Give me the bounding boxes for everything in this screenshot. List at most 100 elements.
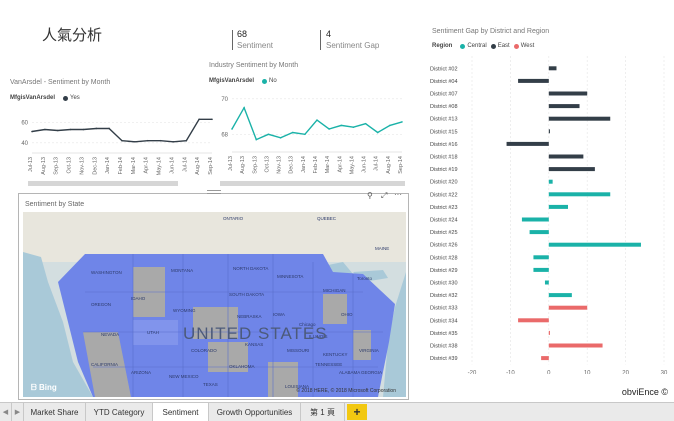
x-tick-label: 30 [661, 370, 668, 374]
map-place-label: ALABAMA [339, 370, 361, 375]
x-tick-label: Nov-13 [79, 157, 85, 175]
map-place-label: LOUISIANA [285, 384, 310, 389]
legend-dot-icon [262, 78, 268, 84]
pin-icon[interactable]: ⚲ [367, 191, 373, 200]
report-title: 人氣分析 [42, 26, 103, 44]
y-tick-label: 68 [221, 132, 228, 138]
tab-sentiment[interactable]: Sentiment [153, 403, 209, 421]
tab-prev-button[interactable]: ◀ [0, 403, 12, 421]
more-options-icon[interactable]: ··· [394, 190, 402, 199]
bar-central [548, 179, 553, 184]
bar-east [518, 78, 549, 83]
map-place-label: KANSAS [245, 342, 264, 347]
map-title: Sentiment by State [25, 201, 85, 208]
map-place-label: KENTUCKY [323, 352, 348, 357]
legend-dot-icon [63, 95, 69, 101]
map-place-label: OHIO [341, 312, 353, 317]
map-place-label: TENNESSEE [315, 362, 343, 367]
data-point [159, 139, 162, 142]
data-point [267, 133, 270, 136]
category-label: District #04 [430, 79, 458, 85]
industry-scrollbar[interactable] [220, 181, 405, 186]
bar-central [548, 192, 611, 197]
map-place-label: MINNESOTA [277, 274, 304, 279]
map-place-label: IDAHO [131, 296, 146, 301]
map-place-label: CALIFORNIA [91, 362, 119, 367]
legend-title: MfgisVanArsdel [209, 78, 255, 84]
y-tick-label: 60 [21, 120, 28, 126]
focus-mode-icon[interactable]: ⤢ [381, 191, 388, 200]
x-tick-label: 0 [547, 370, 551, 374]
add-page-button[interactable]: + [347, 404, 367, 420]
bar-west [548, 305, 588, 310]
bar-east [548, 91, 588, 96]
tab-ytd-category[interactable]: YTD Category [86, 403, 153, 421]
data-point [401, 121, 403, 123]
page-tabs: ◀ ▶ Market Share YTD Category Sentiment … [0, 402, 674, 421]
tab-page-1[interactable]: 第 1 頁 [301, 403, 345, 421]
category-label: District #35 [430, 331, 458, 337]
data-point [291, 131, 294, 134]
map-visual[interactable]: Sentiment by State ⚲ ⤢ ··· [18, 190, 409, 400]
data-point [340, 124, 343, 127]
category-label: District #16 [430, 142, 458, 148]
map-area[interactable]: WASHINGTON MONTANA NORTH DAKOTA MINNESOTA OR… [23, 212, 406, 397]
x-tick-label: Dec-13 [92, 157, 98, 175]
x-tick-label: Jul-14 [374, 156, 380, 171]
category-label: District #07 [430, 92, 458, 98]
x-tick-label: Apr-14 [337, 156, 343, 173]
data-point [95, 127, 98, 130]
data-point [44, 128, 46, 131]
category-label: District #34 [430, 318, 458, 324]
bing-label: Bing [39, 383, 57, 392]
map-place-label: Toronto [357, 276, 373, 281]
data-point [172, 140, 175, 143]
x-tick-label: Jul-14 [182, 157, 188, 172]
y-tick-label: 40 [21, 141, 28, 147]
map-place-label: OREGON [91, 302, 112, 307]
category-label: District #08 [430, 104, 458, 110]
category-label: District #39 [430, 356, 458, 362]
x-tick-label: Aug-13 [41, 157, 47, 175]
industry-legend: MfgisVanArsdel No [209, 78, 277, 84]
vanarsdel-scrollbar[interactable] [28, 181, 178, 186]
bar-central [548, 204, 568, 209]
vanarsdel-line-chart[interactable]: 60 40 Jul-13 Aug-13 Sep-13 Oct-13 Nov-13 Dec-13… [6, 103, 216, 183]
x-tick-label: Sep-14 [208, 157, 214, 175]
map-copyright: © 2018 HERE, © 2018 Microsoft Corporatio… [296, 388, 396, 394]
data-point [304, 133, 306, 136]
series-line [31, 118, 212, 143]
y-tick-label: 70 [221, 97, 228, 103]
tab-next-button[interactable]: ▶ [12, 403, 24, 421]
x-tick-label: -20 [468, 370, 477, 374]
x-tick-label: -10 [506, 370, 515, 374]
data-point [255, 138, 258, 141]
data-point [243, 106, 245, 109]
legend-title: Region [432, 43, 453, 49]
series-line [231, 106, 403, 141]
bar-east [506, 141, 549, 146]
kpi-gap-value: 4 [326, 29, 332, 39]
legend-title: MfgisVanArsdel [10, 95, 56, 101]
data-point [364, 122, 367, 125]
legend-item: Central [467, 43, 487, 49]
bar-west [548, 330, 550, 335]
gap-bar-chart[interactable]: -20 -10 0 10 20 30 District #02 District #04 Dis… [424, 56, 670, 374]
map-place-label: MAINE [375, 246, 390, 251]
tab-growth-opportunities[interactable]: Growth Opportunities [209, 403, 301, 421]
tab-market-share[interactable]: Market Share [24, 403, 86, 421]
map-place-label: UTAH [147, 330, 159, 335]
bar-central [533, 267, 549, 272]
drag-handle-icon[interactable] [207, 190, 221, 194]
bing-logo: ᗷ Bing [31, 383, 57, 393]
bing-icon: ᗷ [31, 383, 37, 392]
x-tick-label: Nov-13 [277, 156, 283, 174]
category-label: District #18 [430, 155, 458, 161]
x-tick-label: Feb-14 [313, 156, 319, 173]
category-label: District #30 [430, 281, 458, 287]
industry-line-chart[interactable]: 70 68 Jul-13 Aug-13 Sep-13 Oct-13 Nov-13 Dec-13… [206, 86, 411, 182]
legend-dot-icon [513, 43, 519, 49]
data-point [376, 131, 379, 134]
bar-central [521, 217, 549, 222]
x-tick-label: Jul-13 [228, 156, 234, 171]
